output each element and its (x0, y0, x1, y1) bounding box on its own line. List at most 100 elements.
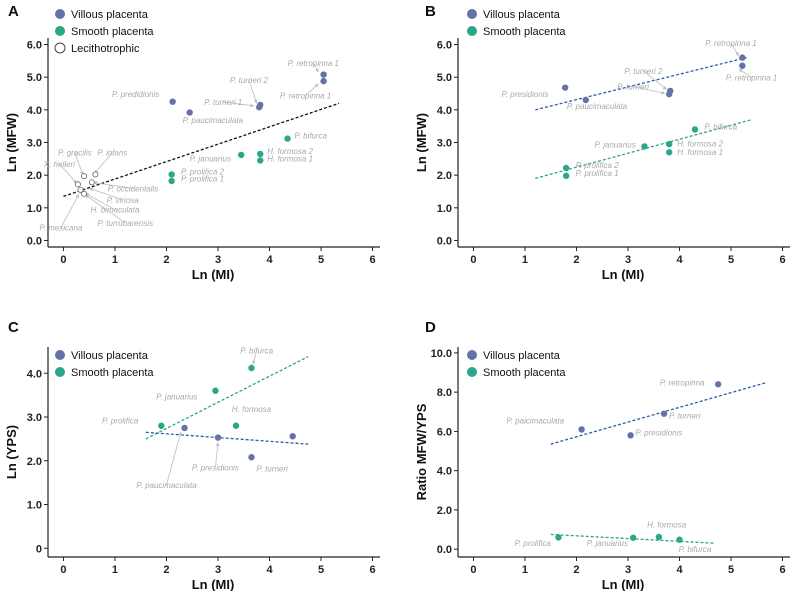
annotation-arrow (166, 431, 182, 485)
trendline (63, 102, 340, 197)
arrow-head (662, 85, 667, 90)
point-label: P. retropinna 1 (280, 91, 331, 100)
legend-marker (467, 367, 477, 377)
x-tick-label: 1 (112, 254, 118, 266)
point-label: H. formosa 2 (267, 147, 313, 156)
trendline (535, 56, 747, 111)
smooth-point (237, 151, 245, 159)
y-tick-label: 1.0 (437, 203, 452, 215)
panel-letter: D (425, 319, 436, 336)
villous-point (627, 432, 634, 439)
point-label: P. retropinna 1 (288, 59, 339, 68)
x-tick-label: 6 (369, 564, 375, 576)
x-tick-label: 4 (266, 254, 273, 266)
point-label: P. viriosa (107, 196, 139, 205)
y-tick-label: 4.0 (27, 105, 42, 117)
smooth-point (629, 534, 637, 541)
point-label: P. bifurca (679, 545, 712, 554)
arrow-head (661, 90, 666, 95)
legend-label: Smooth placenta (71, 26, 154, 38)
x-axis-label: Ln (MI) (192, 577, 235, 591)
annotation-arrow (93, 181, 134, 189)
y-tick-label: 1.0 (27, 500, 42, 512)
legend-label: Villous placenta (483, 350, 561, 362)
y-tick-label: 6.0 (27, 40, 42, 52)
lecitho-point (81, 190, 88, 197)
legend-label: Lecithotrophic (71, 43, 140, 55)
point-label: H. formosa 1 (677, 148, 723, 157)
x-tick-label: 6 (779, 564, 785, 576)
arrow-head (215, 442, 220, 447)
legend-marker (467, 26, 477, 36)
villous-point (582, 96, 589, 104)
point-label: P. prolifica 2 (181, 168, 225, 177)
point-label: X. helleri (43, 160, 75, 169)
smooth-point (257, 150, 264, 158)
point-label: P. turneri (256, 465, 288, 474)
arrow-head (178, 431, 182, 436)
legend-marker (55, 350, 65, 360)
point-label: P. paucimaculata (183, 116, 244, 125)
villous-point (320, 71, 327, 78)
point-label: P. mexicana (39, 224, 83, 233)
smooth-point (562, 164, 570, 172)
x-tick-label: 5 (318, 564, 324, 576)
x-tick-label: 0 (470, 254, 476, 266)
annotation-arrow (643, 70, 667, 90)
x-axis-label: Ln (MI) (192, 267, 235, 282)
x-tick-label: 4 (266, 564, 273, 576)
annotation-arrow (248, 79, 258, 104)
trendline (145, 356, 309, 440)
lecitho-point (74, 181, 81, 188)
point-label: P. januarius (190, 154, 231, 163)
smooth-point (655, 533, 663, 541)
villous-point (320, 77, 327, 85)
point-label: P. turneri 2 (230, 76, 269, 85)
villous-point (289, 433, 296, 440)
point-label: P. gracilis (58, 149, 92, 158)
x-tick-label: 1 (522, 254, 528, 266)
point-label: P. prolifica 2 (576, 161, 620, 170)
x-axis-label: Ln (MI) (602, 577, 645, 591)
y-tick-label: 8.0 (437, 387, 452, 399)
point-label: H. bimaculata (91, 206, 140, 215)
point-label: P. januarius (587, 539, 628, 548)
legend-label: Smooth placenta (483, 26, 566, 38)
point-label: P. prolifica (515, 539, 552, 548)
y-axis-label: Ln (MFW) (4, 113, 19, 172)
point-label: H. formosa (647, 521, 687, 530)
y-tick-label: 0.0 (27, 235, 42, 247)
arrow-head (252, 360, 256, 365)
villous-point (256, 104, 263, 111)
y-tick-label: 6.0 (437, 40, 452, 52)
smooth-point (676, 536, 683, 543)
annotation-arrow (89, 187, 123, 201)
point-label: P. infans (97, 149, 127, 158)
point-label: P. bifurca (704, 122, 737, 131)
point-label: P. paucimaculata (136, 481, 197, 490)
y-tick-label: 4.0 (437, 105, 452, 117)
y-tick-label: 4.0 (27, 368, 42, 380)
point-label: P. paucimaculata (567, 102, 628, 111)
x-tick-label: 1 (112, 564, 118, 576)
point-label: P. turneri (617, 83, 649, 92)
point-label: H. formosa (232, 405, 272, 414)
lecitho-point (88, 179, 95, 186)
annotation-arrow (60, 193, 80, 228)
point-label: P. januarius (156, 393, 197, 402)
point-label: P. paicimaculata (506, 417, 564, 426)
x-tick-label: 3 (215, 254, 221, 266)
point-label: P. prolifica (102, 417, 139, 426)
villous-point (248, 454, 255, 461)
villous-point (714, 381, 722, 388)
panel-d: D 0 1 2 3 4 5 6 0.0 2.0 4.0 6.0 8.0 10.0 Ln (MI) Ratio … (414, 319, 790, 591)
arrow-head (315, 68, 319, 73)
arrow-head (250, 103, 255, 108)
legend-label: Villous placenta (71, 350, 149, 362)
arrow-head (253, 99, 258, 104)
panel-letter: A (8, 3, 19, 20)
point-label: P. retropinna 1 (726, 73, 777, 82)
arrow-head (735, 51, 739, 56)
legend-marker (55, 26, 65, 36)
point-label: P. bifurca (240, 347, 273, 356)
